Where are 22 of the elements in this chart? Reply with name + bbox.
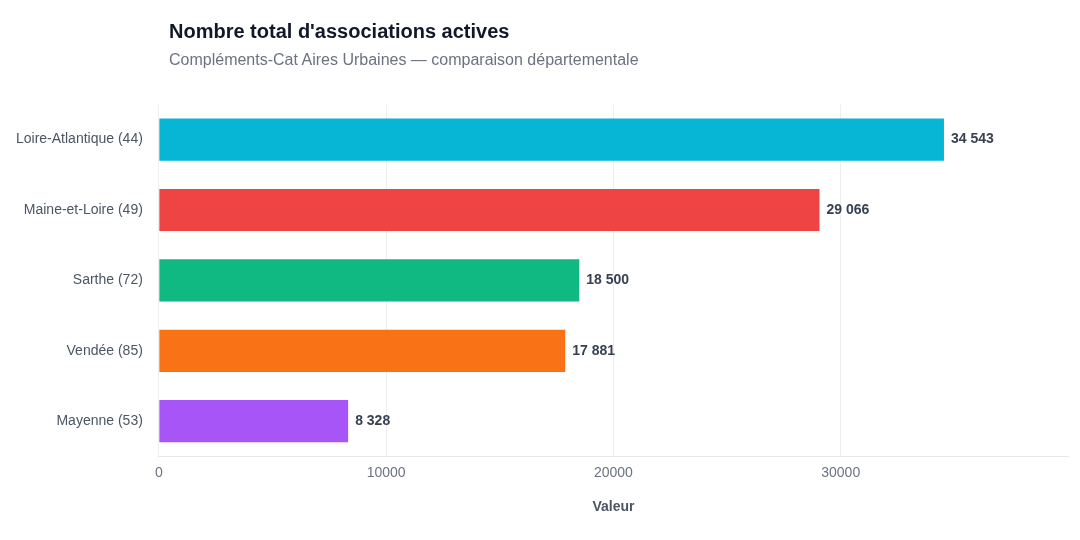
x-tick-label: 30000 bbox=[821, 463, 861, 480]
y-tick-label: Maine-et-Loire (49) bbox=[23, 200, 143, 217]
data-label: 17 881 bbox=[572, 341, 616, 358]
chart-title: Nombre total d'associations actives bbox=[169, 20, 510, 43]
bar bbox=[159, 118, 944, 161]
chart-subtitle: Compléments-Cat Aires Urbaines — comparaison départementale bbox=[169, 51, 639, 69]
data-label: 18 500 bbox=[586, 271, 630, 288]
data-label: 29 066 bbox=[826, 200, 870, 217]
bar bbox=[159, 188, 820, 232]
data-label: 34 543 bbox=[950, 130, 994, 147]
data-label: 8 328 bbox=[355, 412, 391, 429]
y-tick-label: Sarthe (72) bbox=[72, 271, 143, 288]
x-tick-label: 20000 bbox=[593, 463, 634, 480]
x-tick-label: 10000 bbox=[366, 463, 406, 480]
bar bbox=[159, 400, 349, 443]
x-tick-label: 0 bbox=[154, 463, 163, 480]
y-tick-label: Loire-Atlantique (44) bbox=[15, 130, 143, 147]
x-axis-title: Valeur bbox=[592, 498, 635, 515]
y-tick-label: Mayenne (53) bbox=[56, 412, 143, 429]
y-tick-label: Vendée (85) bbox=[66, 341, 143, 358]
bar bbox=[159, 259, 580, 302]
bar bbox=[159, 329, 566, 372]
